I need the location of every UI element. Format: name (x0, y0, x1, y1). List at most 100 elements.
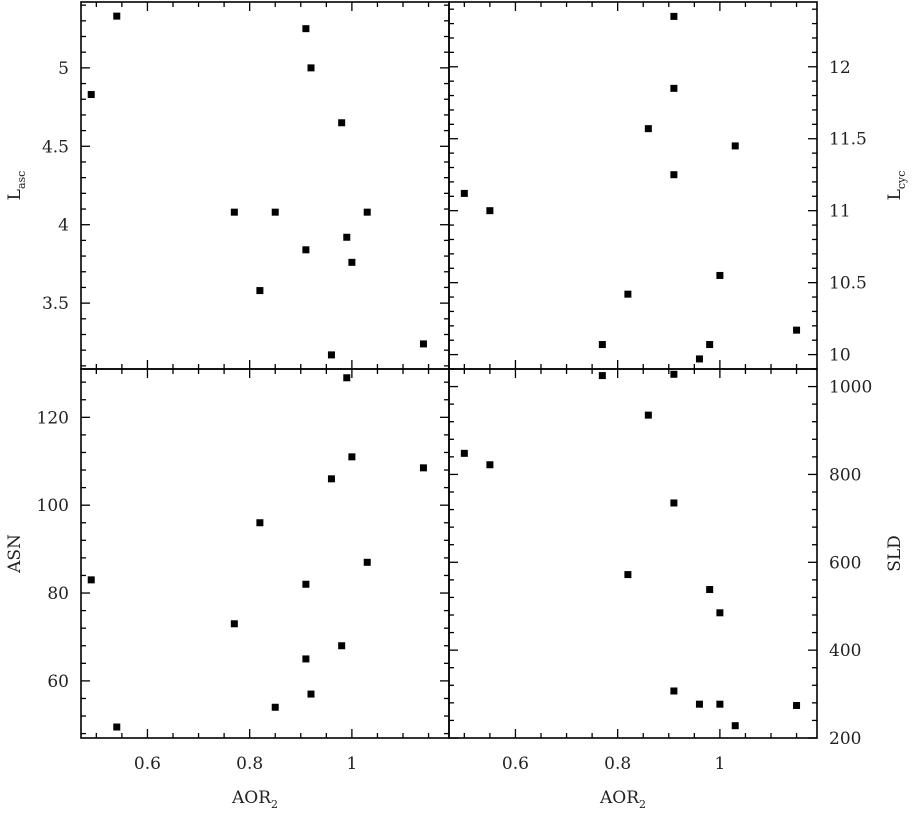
data-point (307, 64, 315, 72)
y-axis-label-main: L (885, 189, 905, 200)
panel-frame (80, 1, 450, 370)
data-point (87, 576, 95, 584)
y-axis-label: Lasc (5, 171, 28, 201)
y-axis-label: SLD (885, 535, 905, 572)
y-tick-label: 4.5 (42, 137, 69, 157)
data-point (460, 449, 468, 457)
x-axis-label: AOR2 (231, 788, 278, 811)
data-point (670, 12, 678, 20)
y-axis-label: Lcyc (885, 171, 908, 201)
y-tick-label: 400 (829, 641, 861, 661)
x-tick-label: 1 (346, 754, 357, 774)
x-axis-label-main: AOR (599, 788, 640, 808)
x-tick-label: 0.6 (134, 754, 161, 774)
data-point (307, 690, 315, 698)
y-tick-label: 11 (829, 202, 851, 222)
panel-bottom-right: 0.6 0.8 1 200 400 600 800 1000 SLD AOR2 (448, 368, 905, 811)
data-point (793, 701, 801, 709)
data-point (256, 519, 264, 527)
data-point (793, 326, 801, 334)
x-tick-label: 0.6 (502, 754, 529, 774)
data-point (87, 91, 95, 99)
data-point (644, 411, 652, 419)
data-point (670, 499, 678, 507)
data-point (670, 84, 678, 92)
y-tick-label: 3.5 (42, 294, 69, 314)
data-point (113, 723, 121, 731)
data-point (624, 290, 632, 298)
y-tick-label: 200 (829, 729, 861, 749)
y-tick-label: 10.5 (829, 274, 867, 294)
data-point (706, 341, 714, 349)
data-point (624, 571, 632, 579)
x-tick-label: 0.8 (604, 754, 631, 774)
y-tick-label: 4 (58, 216, 69, 236)
x-axis-label-sub: 2 (639, 798, 646, 811)
y-tick-label: 800 (829, 465, 861, 485)
data-point (716, 271, 724, 279)
data-point (348, 453, 356, 461)
y-tick-label: 60 (47, 672, 69, 692)
data-point (271, 208, 279, 216)
y-tick-label: 11.5 (829, 130, 867, 150)
x-axis-label: AOR2 (599, 788, 646, 811)
data-point (670, 171, 678, 179)
y-axis-label-sub: cyc (895, 171, 908, 190)
x-tick-label: 0.8 (236, 754, 263, 774)
data-point (113, 12, 121, 20)
data-point (343, 374, 351, 382)
data-point (670, 370, 678, 378)
y-tick-label: 600 (829, 553, 861, 573)
x-tick-label: 1 (714, 754, 725, 774)
y-tick-label: 100 (37, 496, 69, 516)
data-point (363, 208, 371, 216)
data-point (271, 703, 279, 711)
data-point (598, 372, 606, 380)
panel-frame (80, 368, 450, 739)
y-tick-label: 5 (58, 59, 69, 79)
data-point (302, 246, 310, 254)
data-point (230, 620, 238, 628)
data-point (327, 351, 335, 359)
data-point (327, 475, 335, 483)
y-axis-label-main: L (5, 189, 25, 200)
panel-frame (448, 368, 818, 739)
panel-frame (448, 1, 818, 370)
data-point (695, 355, 703, 363)
data-point (644, 125, 652, 133)
y-axis-label-main: ASN (5, 534, 25, 574)
data-point (731, 142, 739, 150)
x-axis-label-main: AOR (231, 788, 272, 808)
panel-top-right: 10 10.5 11 11.5 12 Lcyc (448, 1, 908, 370)
data-point (460, 189, 468, 197)
data-point (256, 287, 264, 295)
data-point (419, 340, 427, 348)
data-point (598, 341, 606, 349)
data-point (486, 207, 494, 215)
data-point (731, 722, 739, 730)
data-point (486, 461, 494, 469)
data-point (302, 25, 310, 33)
y-tick-label: 80 (47, 584, 69, 604)
data-point (419, 464, 427, 472)
data-point (716, 609, 724, 617)
y-tick-label: 10 (829, 346, 851, 366)
y-tick-label: 12 (829, 58, 851, 78)
y-tick-label: 1000 (829, 378, 872, 398)
data-point (302, 655, 310, 663)
panel-top-left: 3.5 4 4.5 5 Lasc (5, 1, 450, 370)
panel-bottom-left: 0.6 0.8 1 60 80 100 120 ASN AOR2 (5, 368, 450, 811)
data-point (716, 700, 724, 708)
y-axis-label-sub: asc (15, 171, 28, 189)
data-point (363, 558, 371, 566)
data-point (348, 258, 356, 266)
data-point (695, 700, 703, 708)
data-point (338, 119, 346, 127)
data-point (670, 687, 678, 695)
data-point (338, 642, 346, 650)
data-point (343, 233, 351, 241)
data-point (706, 586, 714, 594)
y-axis-label-main: SLD (885, 535, 905, 572)
y-tick-label: 120 (37, 408, 69, 428)
